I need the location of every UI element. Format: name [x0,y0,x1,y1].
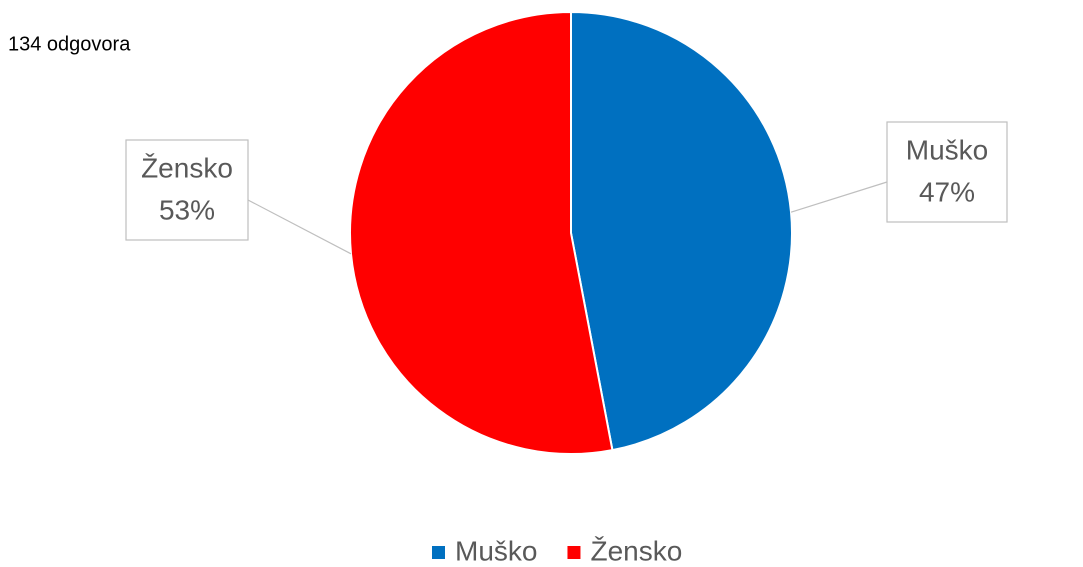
pie-slice [570,10,793,452]
data-label: 53% [159,194,215,225]
legend-swatch [567,546,581,559]
data-label: 47% [919,176,975,207]
legend-swatch [432,546,445,559]
label-category: Muško [906,134,988,165]
label-category: Žensko [141,152,233,183]
legend-label: Žensko [590,535,682,566]
label-box [886,121,1008,223]
leader-line [790,181,888,213]
chart-subtitle: 134 odgovora [8,33,131,55]
legend-label: Muško [455,535,537,566]
label-box [125,139,249,241]
leader-line [247,199,352,255]
